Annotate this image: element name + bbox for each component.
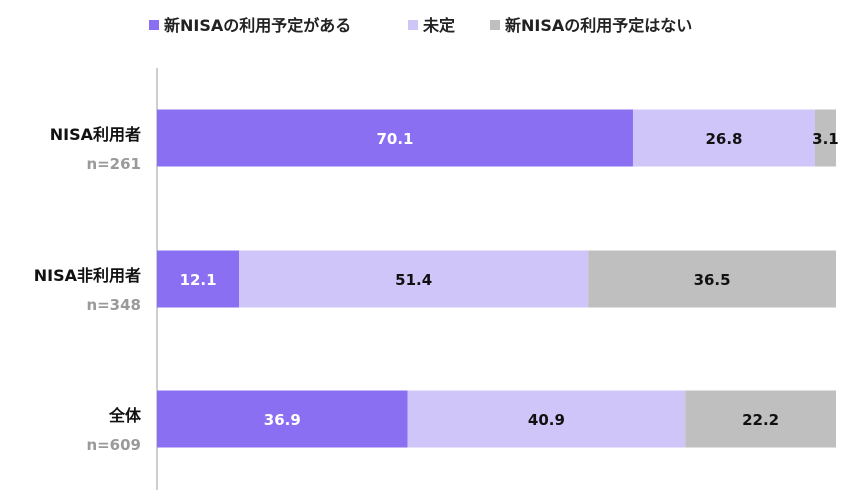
legend-label: 未定 <box>422 16 455 35</box>
sample-size-label: n=261 <box>86 155 141 173</box>
legend-swatch <box>408 20 418 30</box>
legend-label: 新NISAの利用予定はない <box>505 16 692 35</box>
bar-segment <box>814 109 836 167</box>
bars: 70.1 26.8 3.1 12.1 51.4 36.5 36.9 40.9 22.2 <box>157 109 839 448</box>
category-labels: NISA利用者 n=261 NISA非利用者 n=348 全体 n=609 <box>34 125 142 454</box>
bar-segment <box>157 250 240 308</box>
legend-item: 未定 <box>408 16 455 35</box>
legend-label: 新NISAの利用予定がある <box>164 16 351 35</box>
bar-segment <box>157 109 633 167</box>
sample-size-label: n=348 <box>86 296 141 314</box>
legend-swatch <box>490 20 500 30</box>
legend: 新NISAの利用予定がある 未定 新NISAの利用予定はない <box>149 16 692 35</box>
bar-segment <box>632 109 815 167</box>
data-label: 36.5 <box>694 271 731 289</box>
bar-segment <box>407 390 686 448</box>
bar-segment <box>588 250 836 308</box>
bar-row: 70.1 26.8 3.1 <box>157 109 839 167</box>
data-label: 36.9 <box>264 411 301 429</box>
data-label: 22.2 <box>742 411 779 429</box>
data-label: 26.8 <box>705 130 742 148</box>
data-label: 40.9 <box>528 411 565 429</box>
bar-segment <box>157 390 408 448</box>
legend-item: 新NISAの利用予定がある <box>149 16 351 35</box>
data-label: 3.1 <box>812 130 839 148</box>
legend-item: 新NISAの利用予定はない <box>490 16 692 35</box>
data-label: 12.1 <box>180 271 217 289</box>
category-label: NISA利用者 <box>50 125 141 144</box>
data-label: 70.1 <box>376 130 413 148</box>
bar-row: 36.9 40.9 22.2 <box>157 390 836 448</box>
bar-segment <box>239 250 589 308</box>
sample-size-label: n=609 <box>86 436 141 454</box>
legend-swatch <box>149 20 159 30</box>
bar-segment <box>685 390 836 448</box>
bar-row: 12.1 51.4 36.5 <box>157 250 836 308</box>
category-label: 全体 <box>108 406 142 425</box>
category-label: NISA非利用者 <box>34 266 141 285</box>
data-label: 51.4 <box>395 271 432 289</box>
